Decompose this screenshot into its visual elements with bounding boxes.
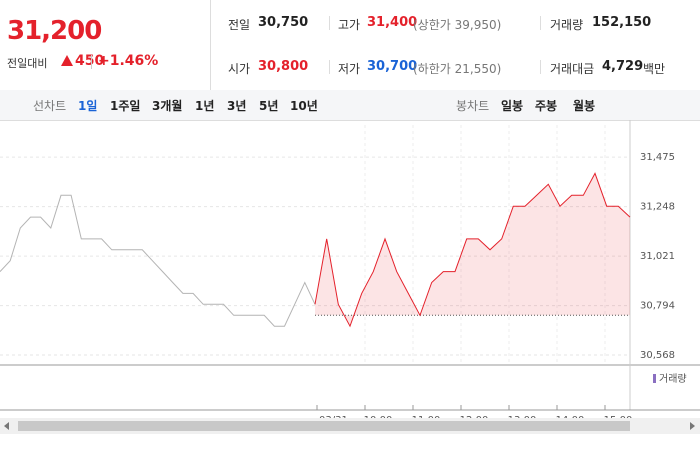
- scroll-thumb[interactable]: [18, 421, 630, 431]
- legend-label: 거래량: [659, 373, 687, 385]
- stat-value: 30,750: [258, 15, 309, 30]
- change-label: 전일대비: [7, 57, 48, 70]
- area: [315, 173, 630, 327]
- stat-label: 시가: [228, 62, 251, 76]
- change: 450: [75, 53, 105, 69]
- period-tab[interactable]: 1주일: [110, 99, 141, 113]
- stat-label: 거래대금: [550, 62, 595, 76]
- legend-swatch: [653, 374, 656, 383]
- period-tab[interactable]: 5년: [259, 99, 279, 113]
- stat-value: 30,800: [258, 59, 309, 74]
- scroll-right[interactable]: [690, 422, 695, 430]
- y-tick-label: 31,475: [640, 152, 675, 163]
- stat-note: (상한가 39,950): [413, 18, 502, 32]
- y-tick-label: 30,794: [640, 301, 675, 312]
- stat-label: 고가: [338, 18, 361, 32]
- period-tab[interactable]: 3개월: [152, 99, 183, 113]
- chart: 30,56830,79431,02131,24831,47503/3110:00…: [0, 120, 700, 426]
- stat-value: 4,729: [602, 59, 644, 74]
- tab-label: 선차트: [33, 99, 67, 113]
- divider: [329, 60, 330, 74]
- candle-tab[interactable]: 일봉: [501, 99, 524, 113]
- stat-value: 152,150: [592, 15, 652, 30]
- y-tick-label: 31,021: [640, 251, 675, 262]
- period-tab[interactable]: 1년: [195, 99, 215, 113]
- stats-box: [210, 0, 700, 91]
- divider: [540, 60, 541, 74]
- divider: [91, 55, 92, 69]
- period-tab[interactable]: 1일: [78, 99, 98, 113]
- stat-value: 31,400: [367, 15, 418, 30]
- stat-label: 전일: [228, 18, 251, 32]
- stat-value: 30,700: [367, 59, 418, 74]
- tab-label: 봉차트: [456, 99, 490, 113]
- price: 31,200: [7, 16, 102, 46]
- y-tick-label: 30,568: [640, 350, 675, 361]
- stat-label: 저가: [338, 62, 361, 76]
- candle-tab[interactable]: 주봉: [535, 99, 558, 113]
- divider: [540, 16, 541, 30]
- divider: [329, 16, 330, 30]
- tab-bar: [0, 90, 700, 121]
- period-tab[interactable]: 3년: [227, 99, 247, 113]
- price-line: [0, 194, 316, 327]
- y-tick-label: 31,248: [640, 202, 675, 213]
- scroll-left[interactable]: [4, 422, 9, 430]
- stat-unit: 백만: [643, 62, 666, 76]
- stat-note: (하한가 21,550): [413, 62, 502, 76]
- candle-tab[interactable]: 월봉: [573, 99, 596, 113]
- period-tab[interactable]: 10년: [290, 99, 318, 113]
- price-line: [314, 172, 631, 328]
- up-arrow: [61, 55, 73, 66]
- stat-label: 거래량: [550, 18, 584, 32]
- change-rate: +1.46%: [98, 53, 159, 69]
